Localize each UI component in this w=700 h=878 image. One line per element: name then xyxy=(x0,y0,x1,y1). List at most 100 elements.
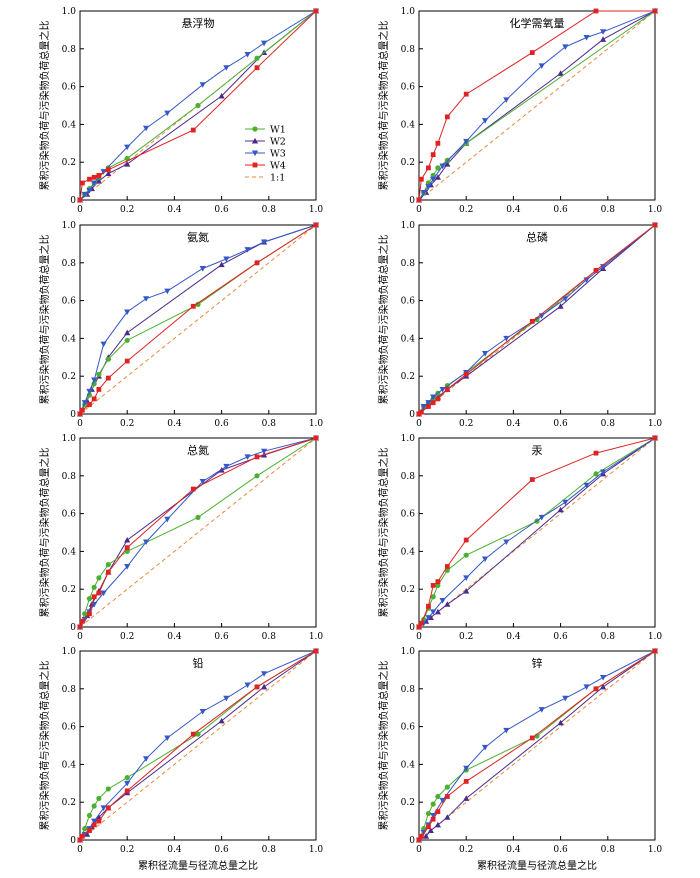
y-tick-label: 1.0 xyxy=(401,7,416,17)
x-axis-label: 累积径流量与径流总量之比 xyxy=(477,859,597,872)
x-tick-label: 0.4 xyxy=(506,845,521,855)
y-tick-label: 0.8 xyxy=(401,685,416,695)
data-point-w3 xyxy=(430,394,437,401)
data-point-w4 xyxy=(463,537,469,543)
x-tick-label: 0.4 xyxy=(167,845,182,855)
data-point-w1 xyxy=(124,775,130,781)
data-point-w2 xyxy=(218,261,225,268)
data-point-w3 xyxy=(583,684,590,691)
data-point-w4 xyxy=(190,127,196,133)
y-axis-label: 累积污染物负荷与污染物负荷总量之比 xyxy=(38,235,51,405)
data-point-w3 xyxy=(223,256,230,263)
data-point-w4 xyxy=(190,486,196,492)
data-point-w3 xyxy=(599,674,607,681)
data-point-w3 xyxy=(420,403,427,410)
data-point-w4 xyxy=(426,824,431,830)
y-tick-label: 0.6 xyxy=(401,510,416,520)
x-tick-label: 0.4 xyxy=(506,205,521,215)
data-point-w3 xyxy=(463,575,470,581)
series-line-w1 xyxy=(79,224,317,415)
data-point-w3 xyxy=(439,386,446,393)
x-tick-label: 1.0 xyxy=(309,632,324,642)
chart-panel-4: 0 0.2 0.4 0.6 0.8 1.0 0 0.2 0.4 0.6 0.8 1.0 累积污染物负荷与… xyxy=(377,221,662,429)
data-point-w3 xyxy=(430,176,437,183)
data-point-w1 xyxy=(435,165,441,171)
plot-frame xyxy=(79,437,317,628)
data-point-w4 xyxy=(91,594,97,600)
x-tick-label: 0.2 xyxy=(120,632,134,642)
data-point-w3 xyxy=(244,247,251,253)
data-point-w1 xyxy=(82,611,88,617)
x-tick-label: 0.6 xyxy=(553,845,568,855)
data-point-w3 xyxy=(199,82,206,88)
data-point-w4 xyxy=(593,8,599,14)
data-point-w2 xyxy=(95,178,102,184)
data-point-w3 xyxy=(100,590,107,597)
data-point-w3 xyxy=(583,482,590,489)
data-point-w1 xyxy=(195,514,201,520)
series-line-1to1 xyxy=(418,650,656,841)
series-line-w4 xyxy=(418,10,655,201)
legend-label: W3 xyxy=(270,149,286,160)
y-tick-label: 0.8 xyxy=(401,472,416,482)
y-tick-label: 0 xyxy=(409,623,415,633)
data-point-w4 xyxy=(254,65,260,71)
data-point-w3 xyxy=(260,40,268,47)
y-axis-label: 累积污染物负荷与污染物负荷总量之比 xyxy=(38,661,51,831)
x-tick-label: 0.2 xyxy=(459,632,473,642)
chart-panel-1: 0 0.2 0.4 0.6 0.8 1.0 0 0.2 0.4 0.6 0.8 1.0 累积污染物负荷与… xyxy=(38,7,323,215)
data-point-w4 xyxy=(426,165,431,171)
data-point-w4 xyxy=(418,176,424,182)
data-point-w4 xyxy=(430,816,436,822)
data-point-w3 xyxy=(124,144,131,151)
y-tick-label: 0.6 xyxy=(62,510,77,520)
x-tick-label: 0.4 xyxy=(167,205,182,215)
data-point-w3 xyxy=(244,682,251,689)
data-point-w3 xyxy=(81,191,88,198)
data-point-w4 xyxy=(87,828,92,833)
data-point-w3 xyxy=(142,539,150,546)
series-line-w4 xyxy=(418,437,656,628)
x-tick-label: 0 xyxy=(416,632,422,642)
x-tick-label: 1.0 xyxy=(648,419,663,429)
y-tick-label: 1.0 xyxy=(401,434,416,444)
y-tick-label: 0.4 xyxy=(62,760,77,770)
data-point-w3 xyxy=(481,118,489,124)
data-point-w2 xyxy=(557,70,564,76)
data-point-w3 xyxy=(583,34,590,41)
data-point-w1 xyxy=(254,473,260,479)
data-point-w4 xyxy=(313,435,319,441)
data-point-w3 xyxy=(223,65,230,71)
y-tick-label: 0.2 xyxy=(62,158,76,168)
data-point-w1 xyxy=(195,301,201,307)
y-tick-label: 0.4 xyxy=(401,760,416,770)
data-point-w4 xyxy=(105,375,111,381)
data-point-w4 xyxy=(652,435,658,441)
legend-marker-w3 xyxy=(251,150,259,157)
data-point-w2 xyxy=(463,795,470,801)
data-point-w4 xyxy=(435,579,441,585)
data-point-w4 xyxy=(254,260,260,266)
x-tick-label: 0.6 xyxy=(214,845,229,855)
data-point-w2 xyxy=(105,170,112,177)
plot-frame xyxy=(418,437,656,628)
data-point-w4 xyxy=(444,387,450,392)
data-point-w1 xyxy=(105,356,111,362)
data-point-w4 xyxy=(91,174,97,180)
x-tick-label: 0.6 xyxy=(214,205,229,215)
panel-title: 铅 xyxy=(193,656,204,670)
data-point-w3 xyxy=(430,609,437,615)
plot-frame xyxy=(418,650,656,841)
data-point-w1 xyxy=(105,562,111,568)
y-tick-label: 0.2 xyxy=(62,798,76,808)
data-point-w4 xyxy=(435,140,441,146)
data-point-w4 xyxy=(463,779,469,784)
data-point-w3 xyxy=(503,539,510,546)
data-point-w3 xyxy=(538,63,545,69)
data-point-w4 xyxy=(463,91,469,97)
series-line-1to1 xyxy=(79,650,317,841)
data-point-w3 xyxy=(503,97,510,103)
data-point-w4 xyxy=(529,50,535,55)
